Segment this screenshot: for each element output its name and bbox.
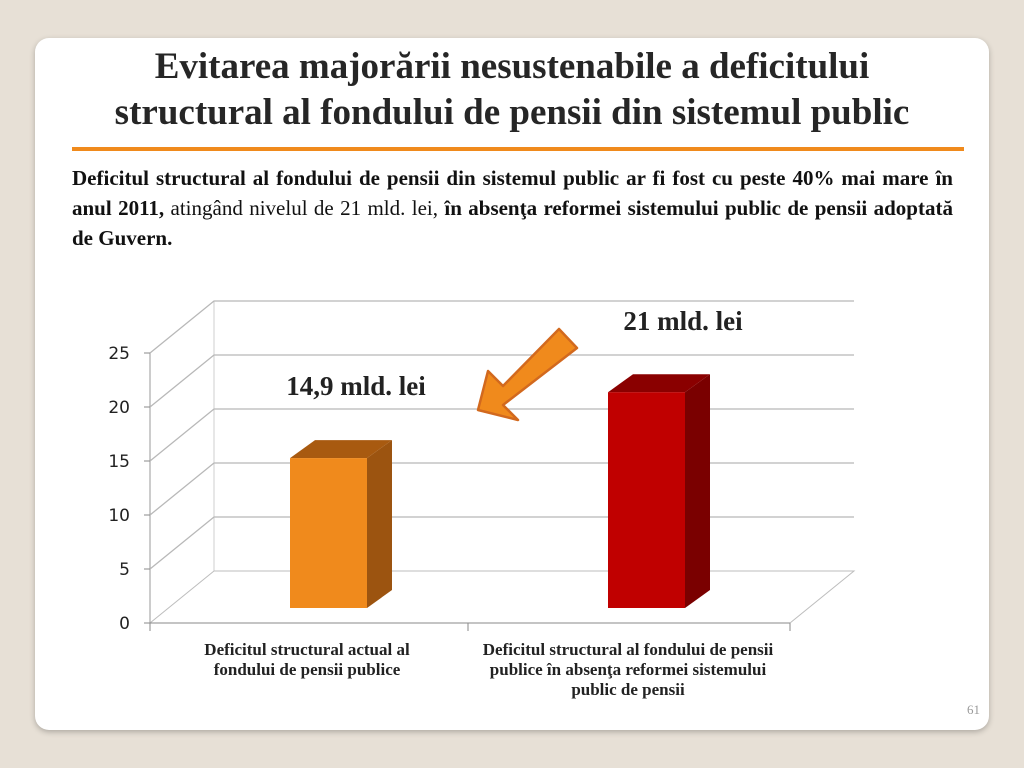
bar-1 xyxy=(290,458,367,608)
y-tick-label-15: 15 xyxy=(108,452,130,472)
bar-side-1 xyxy=(367,440,392,608)
floor xyxy=(148,570,856,624)
bar-side-2 xyxy=(685,374,710,608)
y-tick-label-0: 0 xyxy=(119,614,130,634)
gridline-5 xyxy=(149,516,854,570)
gridline-25 xyxy=(149,300,854,354)
page-number: 61 xyxy=(967,702,980,717)
y-tick-label-20: 20 xyxy=(108,398,130,418)
category-label-2: Deficitul structural al fondului de pens… xyxy=(482,640,774,699)
bar-top-2 xyxy=(608,374,710,393)
title-divider xyxy=(72,147,964,151)
lead-bold-1: Deficitul structural al fondului de pens… xyxy=(72,166,953,220)
lead-paragraph: Deficitul structural al fondului de pens… xyxy=(72,163,953,253)
bar-2 xyxy=(608,392,685,608)
y-tick-label-5: 5 xyxy=(119,560,130,580)
gridline-20 xyxy=(149,354,854,408)
y-tick-label-10: 10 xyxy=(108,506,130,526)
category-label-1: Deficitul structural actual al fondului … xyxy=(204,640,410,679)
annotation-arrow-icon xyxy=(476,327,579,422)
bar-top-1 xyxy=(290,440,392,459)
data-label-2: 21 mld. lei xyxy=(623,306,743,336)
y-tick-label-25: 25 xyxy=(108,344,130,364)
gridline-10 xyxy=(149,462,854,516)
data-label-1: 14,9 mld. lei xyxy=(286,371,426,401)
lead-normal: atingând nivelul de 21 mld. lei, xyxy=(164,196,445,220)
title-line-2: structural al fondului de pensii din sis… xyxy=(114,92,910,133)
lead-bold-2: în absenţa reformei sistemului public de… xyxy=(72,196,953,250)
title-line-1: Evitarea majorării nesustenabile a defic… xyxy=(154,46,870,87)
slide-title: Evitarea majorării nesustenabile a defic… xyxy=(0,44,1024,136)
